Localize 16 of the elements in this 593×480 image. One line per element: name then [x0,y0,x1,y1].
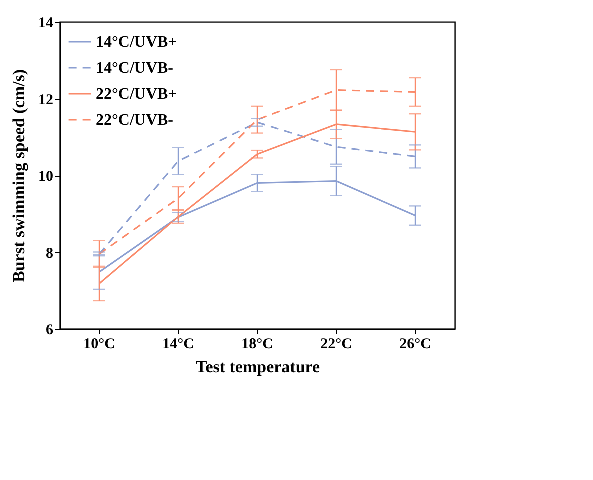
x-tick-label: 18°C [242,336,274,352]
y-tick-label: 12 [38,92,54,108]
legend-label: 14°C/UVB+ [96,34,178,51]
x-tick-label: 26°C [400,336,432,352]
x-tick-label: 22°C [320,336,352,352]
y-axis-title: Burst swimming speed (cm/s) [10,70,28,282]
x-tick-label: 14°C [162,336,194,352]
legend-label: 22°C/UVB+ [96,86,178,103]
y-tick-label: 6 [46,322,54,338]
legend-label: 14°C/UVB- [96,60,174,77]
y-tick-label: 10 [38,169,54,185]
legend-label: 22°C/UVB- [96,112,174,129]
x-tick-label: 10°C [84,336,116,352]
y-tick-label: 8 [46,246,54,262]
x-axis-title: Test temperature [196,358,321,376]
y-tick-label: 14 [38,16,54,32]
